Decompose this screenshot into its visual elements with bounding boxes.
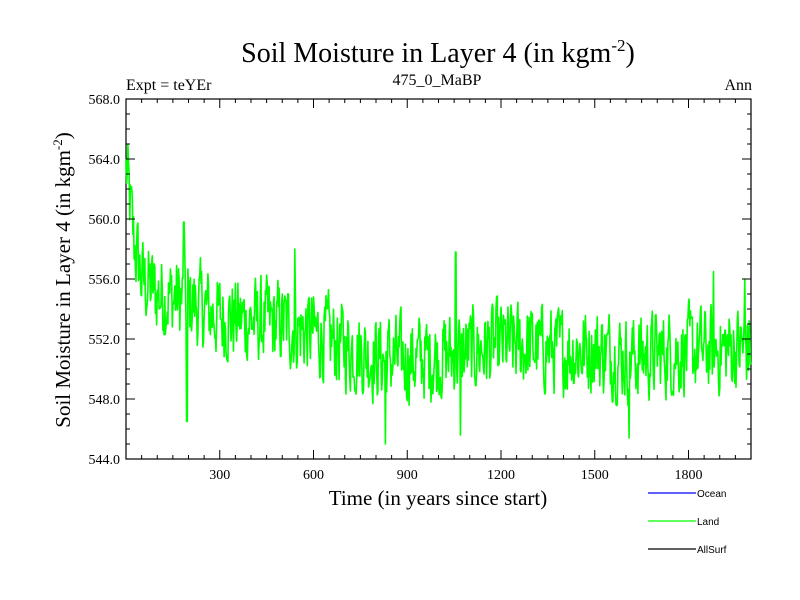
y-tick-label: 548.0 [89, 393, 121, 408]
chart-title-superscript: -2 [611, 36, 625, 55]
series-group [125, 143, 752, 445]
x-tick-label: 300 [209, 468, 230, 483]
plot-frame [125, 98, 752, 460]
series-line-land [125, 143, 752, 445]
y-tick-label: 552.0 [89, 333, 121, 348]
y-tick-label: 556.0 [89, 273, 121, 288]
legend-label-ocean: Ocean [697, 489, 726, 500]
y-axis-label: Soil Moisture in Layer 4 (in kgm-2) [50, 132, 75, 427]
y-tick-label: 564.0 [89, 153, 121, 168]
y-axis-label-text: Soil Moisture in Layer 4 (in kgm [51, 150, 75, 428]
x-tick-label: 1500 [581, 468, 609, 483]
x-axis-ticks: 300 600 900 1200 1500 1800 [141, 99, 736, 483]
x-tick-label: 1800 [675, 468, 703, 483]
chart-title-close: ) [626, 38, 635, 69]
y-tick-label: 568.0 [89, 93, 121, 108]
y-tick-label: 560.0 [89, 213, 121, 228]
subtitle-right: Ann [724, 77, 752, 94]
x-tick-label: 1200 [487, 468, 515, 483]
x-axis-label: Time (in years since start) [329, 486, 548, 510]
x-tick-label: 600 [303, 468, 324, 483]
legend: Ocean Land AllSurf [648, 489, 727, 556]
y-axis-ticks: 544.0 548.0 552.0 556.0 560.0 564.0 568.0 [89, 93, 751, 468]
chart-title-text: Soil Moisture in Layer 4 (in kgm [241, 38, 611, 69]
y-axis-label-close: ) [51, 132, 75, 139]
legend-label-land: Land [697, 517, 719, 528]
subtitle-left: Expt = teYEr [126, 77, 212, 94]
y-axis-label-superscript: -2 [50, 139, 65, 150]
legend-label-allsurf: AllSurf [697, 545, 727, 556]
chart-title: Soil Moisture in Layer 4 (in kgm-2) [241, 36, 635, 69]
x-tick-label: 900 [397, 468, 418, 483]
subtitle-center: 475_0_MaBP [393, 72, 482, 89]
y-tick-label: 544.0 [89, 453, 121, 468]
